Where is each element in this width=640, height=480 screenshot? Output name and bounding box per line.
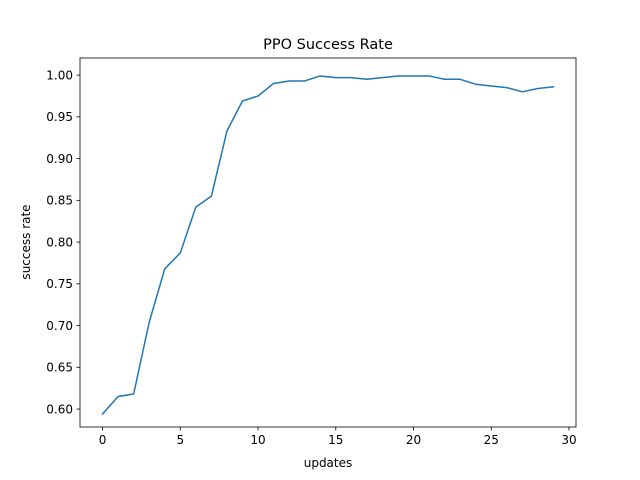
y-tick-label: 0.90 (46, 152, 73, 166)
y-tick-label: 1.00 (46, 68, 73, 82)
y-tick-label: 0.95 (46, 110, 73, 124)
y-tick-label: 0.75 (46, 277, 73, 291)
x-tick-label: 10 (250, 433, 265, 447)
axes-frame (79, 57, 577, 428)
x-tick-label: 25 (484, 433, 499, 447)
plot-area: 0 5 10 15 20 25 30 0.60 0.65 0.70 0.75 0.80 0.85 0.90… (46, 57, 577, 447)
x-axis-label: updates (304, 456, 353, 470)
chart-title: PPO Success Rate (263, 37, 393, 53)
y-tick-label: 0.70 (46, 319, 73, 333)
y-axis-label: success rate (19, 204, 33, 279)
y-tick-label: 0.80 (46, 235, 73, 249)
y-tick-label: 0.65 (46, 361, 73, 375)
y-tick-label: 0.60 (46, 402, 73, 416)
x-tick-label: 5 (176, 433, 184, 447)
series-line-0 (101, 75, 555, 416)
x-tick-label: 15 (328, 433, 343, 447)
x-tick-label: 20 (406, 433, 421, 447)
x-tick-label: 0 (99, 433, 107, 447)
x-tick-label: 30 (561, 433, 576, 447)
y-tick-label: 0.85 (46, 194, 73, 208)
